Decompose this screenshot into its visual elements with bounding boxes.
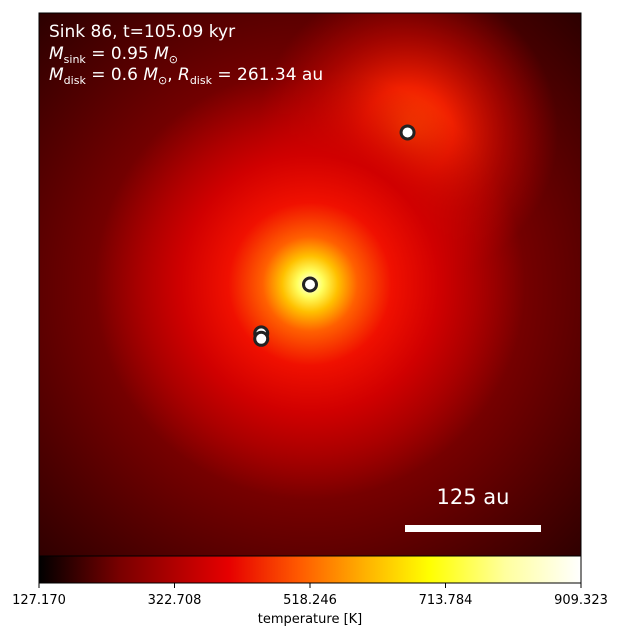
- scale-bar: 125 au: [405, 485, 541, 532]
- colorbar-tick-label-4: 909.323: [554, 593, 608, 608]
- title-line-1: Sink 86, t=105.09 kyr: [49, 22, 235, 42]
- title-line-2: Msink = 0.95 M⊙: [49, 44, 178, 66]
- colorbar-label: temperature [K]: [258, 612, 363, 627]
- chart-title: Sink 86, t=105.09 kyr Msink = 0.95 M⊙ Md…: [49, 22, 323, 87]
- plot-area: [39, 13, 581, 556]
- sink-marker-sink-d: [253, 330, 270, 347]
- sink-marker-sink-b: [399, 124, 416, 141]
- colorbar-tick-label-0: 127.170: [12, 593, 66, 608]
- sinks-layer: [253, 124, 416, 347]
- scale-bar-line: [405, 525, 541, 532]
- colorbar-ticks: 127.170 322.708 518.246 713.784 909.323: [12, 583, 608, 608]
- colorbar-gradient: [39, 556, 581, 583]
- scale-bar-label: 125 au: [437, 485, 510, 509]
- colorbar: 127.170 322.708 518.246 713.784 909.323 temp…: [12, 555, 608, 627]
- sink-marker-sink-86: [302, 276, 318, 293]
- colorbar-tick-label-1: 322.708: [148, 593, 202, 608]
- colorbar-tick-label-3: 713.784: [419, 593, 473, 608]
- colorbar-tick-label-2: 518.246: [283, 593, 337, 608]
- title-line-3: Mdisk = 0.6 M⊙, Rdisk = 261.34 au: [49, 65, 323, 87]
